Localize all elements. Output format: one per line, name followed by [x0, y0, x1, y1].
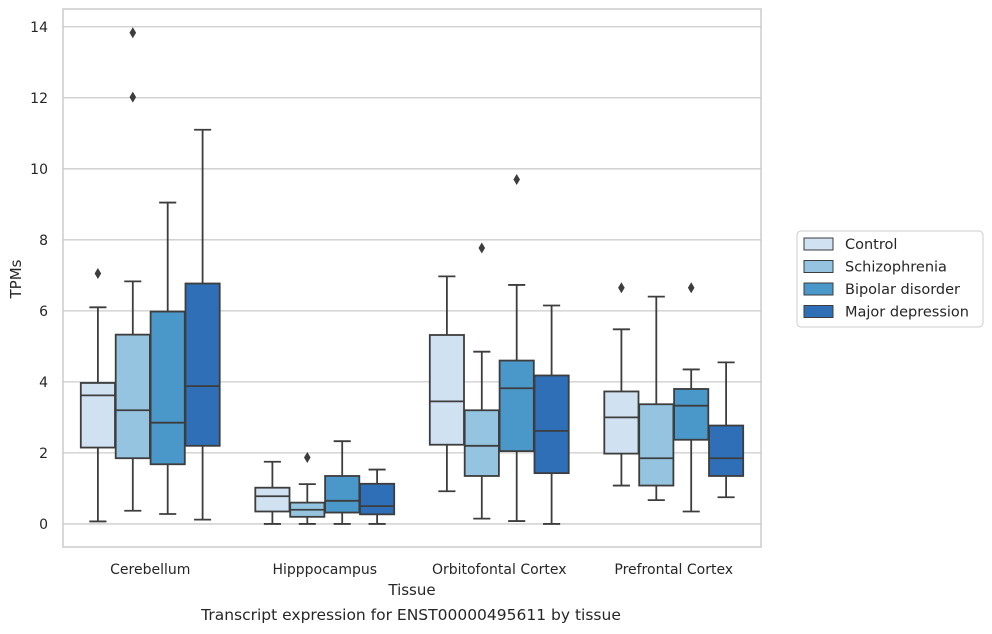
legend-item: Bipolar disorder [803, 282, 960, 298]
box-bipolar-disorder [324, 440, 361, 525]
box-schizophrenia [463, 242, 500, 520]
box-iqr [254, 486, 291, 513]
legend-swatch [803, 237, 834, 251]
box-iqr [359, 482, 396, 516]
box-iqr [79, 382, 116, 449]
box-iqr [114, 333, 151, 460]
plot-frame [62, 8, 762, 548]
x-tick-label: Hipppocampus [272, 562, 377, 578]
box-schizophrenia [114, 27, 151, 512]
box-bipolar-disorder [498, 173, 535, 522]
box-iqr [603, 390, 640, 455]
box-iqr [184, 282, 221, 447]
y-tick-label: 0 [39, 517, 48, 533]
outlier-point [618, 282, 625, 294]
x-tick-labels: Cerebellum Hipppocampus Orbitofontal Corte… [110, 562, 733, 578]
legend-item: Major depression [803, 305, 969, 321]
x-tick-label: Orbitofontal Cortex [432, 562, 567, 578]
box-series [79, 27, 745, 525]
legend: Control Schizophrenia Bipolar disorder Majo… [796, 230, 984, 328]
y-tick-labels: 0 2 4 6 8 10 12 14 [30, 20, 48, 533]
outlier-point [687, 282, 695, 294]
x-tick-label: Cerebellum [110, 562, 190, 578]
y-tick-label: 14 [30, 20, 48, 36]
box-iqr [463, 409, 500, 477]
legend-label: Schizophrenia [845, 260, 947, 276]
y-tick-label: 2 [39, 446, 48, 462]
box-schizophrenia [289, 452, 326, 525]
box-iqr [638, 403, 675, 487]
outlier-point [94, 268, 102, 280]
box-major-depression [359, 468, 396, 525]
box-iqr [673, 388, 710, 441]
legend-label: Bipolar disorder [845, 282, 960, 298]
box-major-depression [708, 361, 745, 499]
outlier-point [513, 173, 520, 185]
x-axis-label: Tissue [387, 581, 435, 599]
box-iqr [324, 475, 361, 514]
legend-swatch [803, 282, 834, 296]
box-iqr [708, 424, 745, 477]
y-tick-label: 4 [39, 375, 48, 391]
box-major-depression [184, 128, 221, 521]
box-iqr [533, 374, 570, 475]
y-tick-label: 6 [39, 304, 48, 320]
legend-frame [796, 230, 984, 328]
box-iqr [428, 334, 465, 446]
outlier-point [478, 242, 486, 254]
box-control [254, 460, 291, 525]
box-control [79, 268, 116, 523]
outlier-point [129, 91, 137, 103]
outlier-point [304, 452, 311, 464]
box-control [428, 275, 465, 493]
y-tick-label: 12 [30, 91, 48, 107]
box-bipolar-disorder [673, 282, 710, 513]
x-tick-label: Prefrontal Cortex [614, 562, 733, 578]
chart-caption: Transcript expression for ENST0000049561… [201, 606, 621, 624]
box-bipolar-disorder [149, 201, 186, 515]
y-tick-label: 10 [30, 162, 48, 178]
legend-item: Schizophrenia [803, 260, 947, 276]
legend-label: Control [845, 237, 897, 253]
box-major-depression [533, 304, 570, 525]
legend-swatch [803, 305, 834, 318]
box-iqr [149, 310, 186, 466]
box-iqr [498, 359, 535, 453]
outlier-point [129, 27, 137, 39]
legend-item: Control [803, 237, 897, 253]
box-control [603, 282, 640, 487]
box-schizophrenia [638, 295, 675, 502]
legend-label: Major depression [845, 305, 969, 321]
y-tick-label: 8 [39, 233, 48, 249]
y-axis-label: TPMs [7, 259, 25, 299]
legend-swatch [803, 260, 834, 273]
